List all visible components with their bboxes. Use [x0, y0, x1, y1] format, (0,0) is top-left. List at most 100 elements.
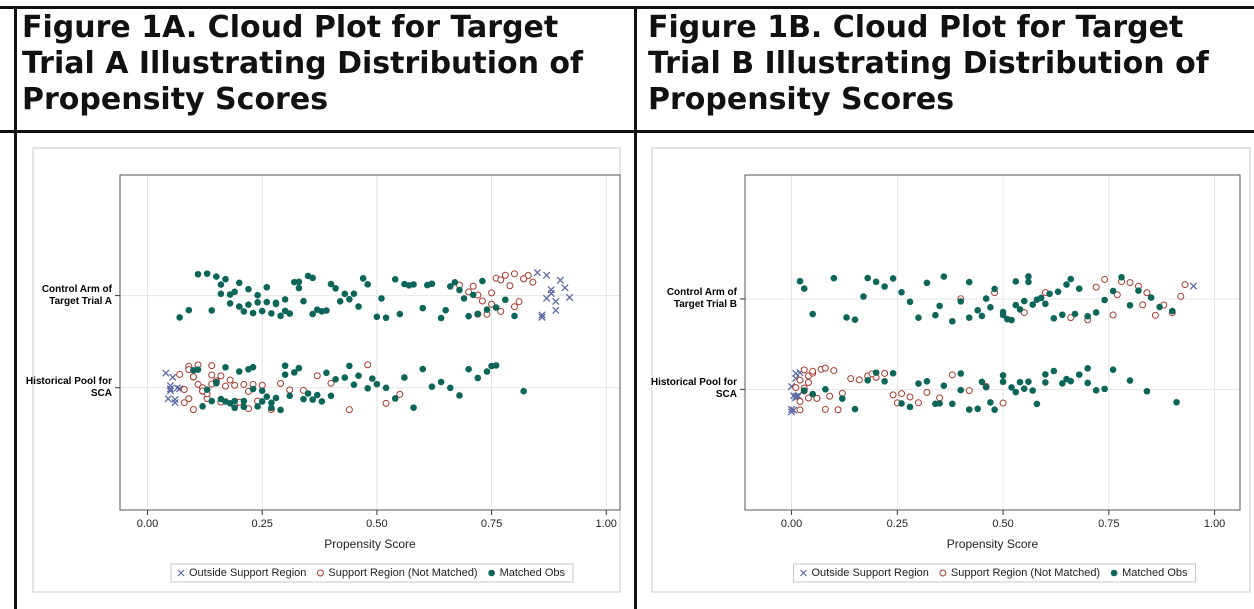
- point: [277, 312, 284, 320]
- point: [492, 304, 500, 311]
- point: [185, 306, 193, 314]
- point: [1059, 380, 1066, 387]
- point: [451, 279, 459, 286]
- point: [510, 270, 518, 278]
- point: [401, 280, 408, 288]
- x-tick-label: 0.00: [781, 518, 802, 530]
- point: [923, 279, 931, 287]
- point: [520, 387, 527, 395]
- point: [245, 301, 252, 309]
- point: [176, 314, 183, 321]
- point: [957, 370, 965, 377]
- point: [1067, 314, 1075, 322]
- point: [1042, 300, 1049, 308]
- point: [281, 371, 289, 379]
- point: [940, 273, 948, 280]
- point: [1109, 311, 1117, 319]
- point: [1075, 285, 1083, 292]
- point: [906, 403, 914, 411]
- point: [809, 367, 817, 375]
- point: [268, 399, 275, 407]
- point: [502, 296, 509, 304]
- point: [396, 390, 404, 398]
- plot-frame: [119, 174, 621, 511]
- point: [847, 375, 855, 383]
- point: [843, 314, 850, 321]
- point: [872, 278, 880, 286]
- point: [982, 383, 990, 391]
- legend-item: Support Region (Not Matched): [316, 567, 478, 579]
- point: [180, 386, 188, 394]
- legend: Outside Support Region Support Region (No…: [170, 563, 574, 583]
- point: [898, 288, 905, 296]
- legend-item: Matched Obs: [488, 567, 566, 579]
- point: [1151, 311, 1159, 319]
- point: [226, 300, 234, 307]
- point: [864, 274, 871, 282]
- point: [1075, 371, 1083, 378]
- point: [203, 270, 211, 277]
- point: [991, 406, 998, 414]
- point: [309, 396, 316, 403]
- point: [286, 392, 294, 400]
- point: [809, 390, 816, 398]
- point: [889, 369, 897, 377]
- point: [1071, 310, 1079, 318]
- x-tick-label: 0.75: [1098, 518, 1119, 530]
- point: [1126, 301, 1134, 309]
- point: [800, 387, 808, 394]
- point: [382, 314, 390, 322]
- point: [492, 362, 500, 369]
- point: [323, 369, 330, 377]
- point: [217, 281, 225, 288]
- point: [520, 275, 528, 283]
- point: [957, 298, 965, 305]
- point: [483, 368, 491, 375]
- point: [957, 386, 965, 394]
- point: [391, 276, 399, 283]
- x-tick-label: 0.25: [887, 518, 908, 530]
- point: [533, 268, 542, 277]
- point: [1092, 309, 1100, 316]
- point: [304, 390, 312, 397]
- point: [263, 298, 271, 306]
- point: [208, 362, 216, 370]
- point: [254, 299, 261, 306]
- point: [1050, 367, 1058, 375]
- legend-item: Outside Support Region: [177, 567, 306, 579]
- x-tick-label: 0.50: [992, 518, 1013, 530]
- point: [378, 295, 385, 302]
- point: [1092, 283, 1100, 291]
- point: [1067, 275, 1075, 283]
- point: [180, 399, 188, 407]
- point: [965, 387, 973, 395]
- point: [923, 388, 931, 396]
- point: [1059, 311, 1066, 319]
- point: [978, 378, 986, 386]
- point: [364, 384, 372, 392]
- point: [1101, 385, 1108, 393]
- point: [249, 363, 257, 371]
- legend: Outside Support Region Support Region (No…: [792, 563, 1197, 583]
- point: [272, 299, 280, 307]
- legend-marker: [316, 569, 324, 577]
- point: [226, 376, 234, 384]
- point: [313, 372, 321, 380]
- point: [1143, 289, 1151, 297]
- x-tick-label: 0.50: [366, 518, 387, 530]
- point: [291, 369, 298, 376]
- point: [323, 307, 330, 314]
- point: [1020, 297, 1028, 305]
- point: [796, 397, 804, 405]
- point: [277, 379, 285, 387]
- legend-label: Support Region (Not Matched): [328, 567, 477, 579]
- point: [483, 306, 491, 313]
- point: [437, 378, 445, 386]
- figure-title: Figure 1B. Cloud Plot for Target Trial B…: [648, 10, 1209, 117]
- point: [176, 370, 184, 378]
- point: [446, 283, 454, 290]
- point: [515, 298, 523, 306]
- point: [855, 376, 863, 384]
- point: [222, 398, 229, 405]
- point: [552, 306, 560, 315]
